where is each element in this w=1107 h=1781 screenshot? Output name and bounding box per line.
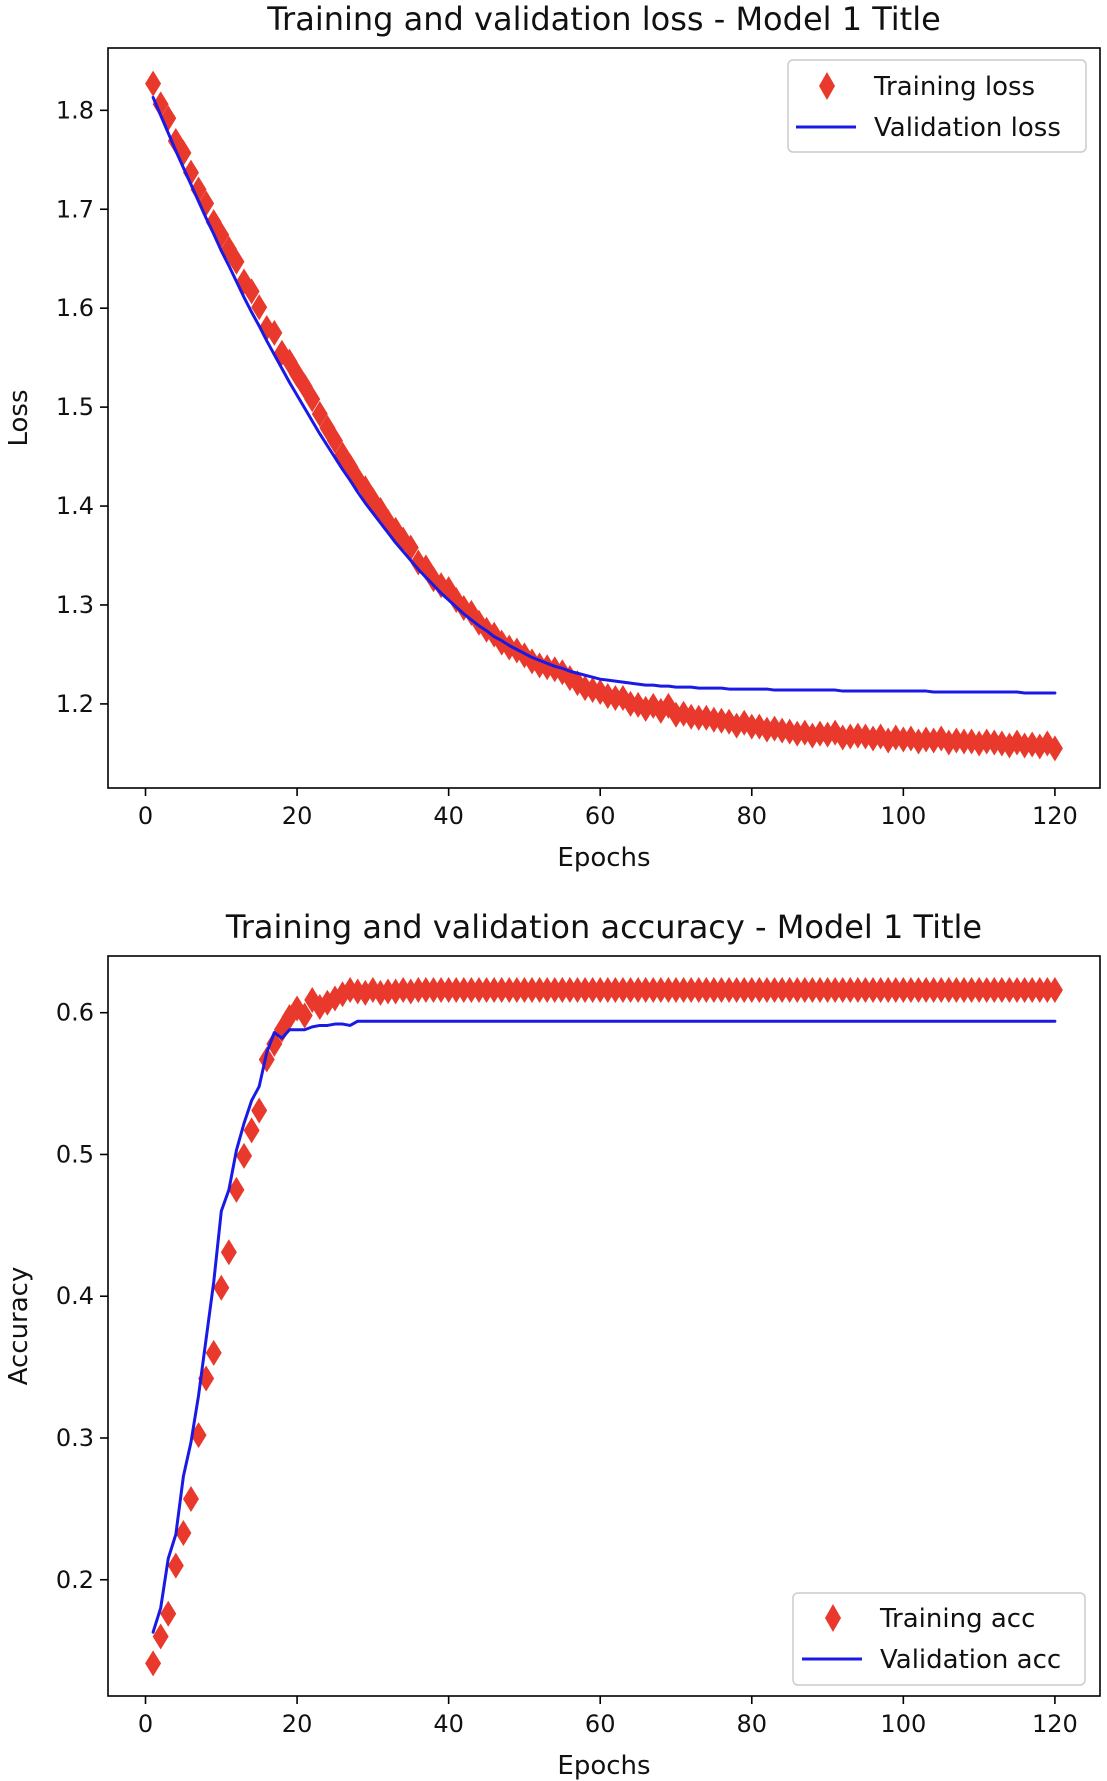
training-loss-marker xyxy=(152,91,169,118)
training-loss-marker xyxy=(220,235,237,262)
training-acc-marker xyxy=(205,1339,222,1366)
accuracy-legend: Training acc Validation acc xyxy=(792,1592,1086,1686)
loss-plot-area xyxy=(145,70,1063,762)
loss-x-tick-label: 80 xyxy=(737,802,768,830)
loss-legend: Training loss Validation loss xyxy=(787,59,1087,153)
training-acc-marker xyxy=(167,1552,184,1579)
loss-y-tick-label: 1.4 xyxy=(56,492,94,520)
loss-ticks: 0 20 40 60 80 100 120 1.2 1.3 1.4 1.5 1.6 1.7 1.8 xyxy=(56,96,1078,830)
training-acc-marker xyxy=(160,1600,177,1627)
accuracy-x-tick-label: 20 xyxy=(282,1710,313,1738)
loss-x-tick-label: 40 xyxy=(433,802,464,830)
loss-x-tick-label: 0 xyxy=(138,802,153,830)
training-loss-marker xyxy=(160,105,177,132)
training-loss-marker xyxy=(251,294,268,321)
accuracy-y-tick-label: 0.2 xyxy=(56,1566,94,1594)
accuracy-y-tick-label: 0.6 xyxy=(56,999,94,1027)
training-loss-marker xyxy=(243,278,260,305)
loss-y-axis-label: Loss xyxy=(4,389,34,446)
accuracy-x-tick-label: 40 xyxy=(433,1710,464,1738)
accuracy-x-axis-label: Epochs xyxy=(557,1751,650,1781)
loss-legend-training-label: Training loss xyxy=(873,72,1035,102)
accuracy-legend-box xyxy=(792,1592,1086,1686)
training-loss-marker xyxy=(311,401,328,428)
accuracy-ticks: 0 20 40 60 80 100 120 0.2 0.3 0.4 0.5 0.6 xyxy=(56,999,1078,1738)
accuracy-axes-frame xyxy=(107,955,1101,1697)
loss-x-tick-label: 100 xyxy=(880,802,926,830)
training-acc-marker xyxy=(152,1623,169,1650)
accuracy-x-tick-label: 120 xyxy=(1032,1710,1078,1738)
training-acc-marker xyxy=(251,1097,268,1124)
accuracy-x-tick-label: 0 xyxy=(138,1710,153,1738)
training-loss-marker xyxy=(145,70,162,97)
training-loss-marker xyxy=(372,497,389,524)
training-acc-marker xyxy=(243,1117,260,1144)
loss-legend-box xyxy=(787,59,1087,153)
accuracy-x-tick-label: 60 xyxy=(585,1710,616,1738)
accuracy-x-tick-label: 80 xyxy=(737,1710,768,1738)
accuracy-x-tick-label: 100 xyxy=(880,1710,926,1738)
training-acc-marker xyxy=(228,1176,245,1203)
accuracy-chart: Training and validation accuracy - Model… xyxy=(4,908,1101,1781)
accuracy-plot-area xyxy=(145,977,1063,1677)
loss-y-tick-label: 1.6 xyxy=(56,294,94,322)
loss-legend-validation-label: Validation loss xyxy=(874,113,1061,143)
accuracy-y-tick-label: 0.5 xyxy=(56,1140,94,1168)
validation-loss-line xyxy=(151,95,1057,695)
training-loss-marker xyxy=(266,319,283,346)
accuracy-y-tick-label: 0.4 xyxy=(56,1282,94,1310)
loss-y-tick-label: 1.7 xyxy=(56,195,94,223)
training-acc-marker xyxy=(213,1274,230,1301)
loss-y-tick-label: 1.2 xyxy=(56,690,94,718)
loss-x-tick-label: 20 xyxy=(282,802,313,830)
loss-x-tick-label: 60 xyxy=(585,802,616,830)
training-loss-marker xyxy=(304,386,321,413)
loss-legend-diamond-icon xyxy=(819,72,835,100)
training-acc-marker xyxy=(296,1002,313,1029)
loss-y-tick-label: 1.8 xyxy=(56,96,94,124)
training-acc-marker xyxy=(1046,977,1063,1004)
accuracy-chart-title: Training and validation accuracy - Model… xyxy=(225,908,982,946)
accuracy-legend-training-label: Training acc xyxy=(879,1604,1035,1634)
loss-x-tick-label: 120 xyxy=(1032,802,1078,830)
accuracy-y-tick-label: 0.3 xyxy=(56,1424,94,1452)
training-loss-marker xyxy=(326,427,343,454)
validation-acc-line xyxy=(151,1019,1057,1634)
training-acc-marker xyxy=(182,1485,199,1512)
loss-chart: Training and validation loss - Model 1 T… xyxy=(4,0,1101,873)
loss-y-tick-label: 1.5 xyxy=(56,393,94,421)
training-acc-marker xyxy=(236,1142,253,1169)
accuracy-y-axis-label: Accuracy xyxy=(4,1267,34,1386)
accuracy-legend-diamond-icon xyxy=(825,1604,841,1632)
loss-chart-title: Training and validation loss - Model 1 T… xyxy=(266,0,941,38)
training-acc-marker xyxy=(220,1239,237,1266)
loss-y-tick-label: 1.3 xyxy=(56,591,94,619)
training-acc-marker xyxy=(175,1519,192,1546)
accuracy-legend-validation-label: Validation acc xyxy=(880,1645,1061,1675)
training-loss-marker xyxy=(1046,735,1063,762)
loss-axes-frame xyxy=(107,47,1101,789)
training-acc-marker xyxy=(145,1650,162,1677)
loss-x-axis-label: Epochs xyxy=(557,843,650,873)
training-loss-marker xyxy=(228,248,245,275)
